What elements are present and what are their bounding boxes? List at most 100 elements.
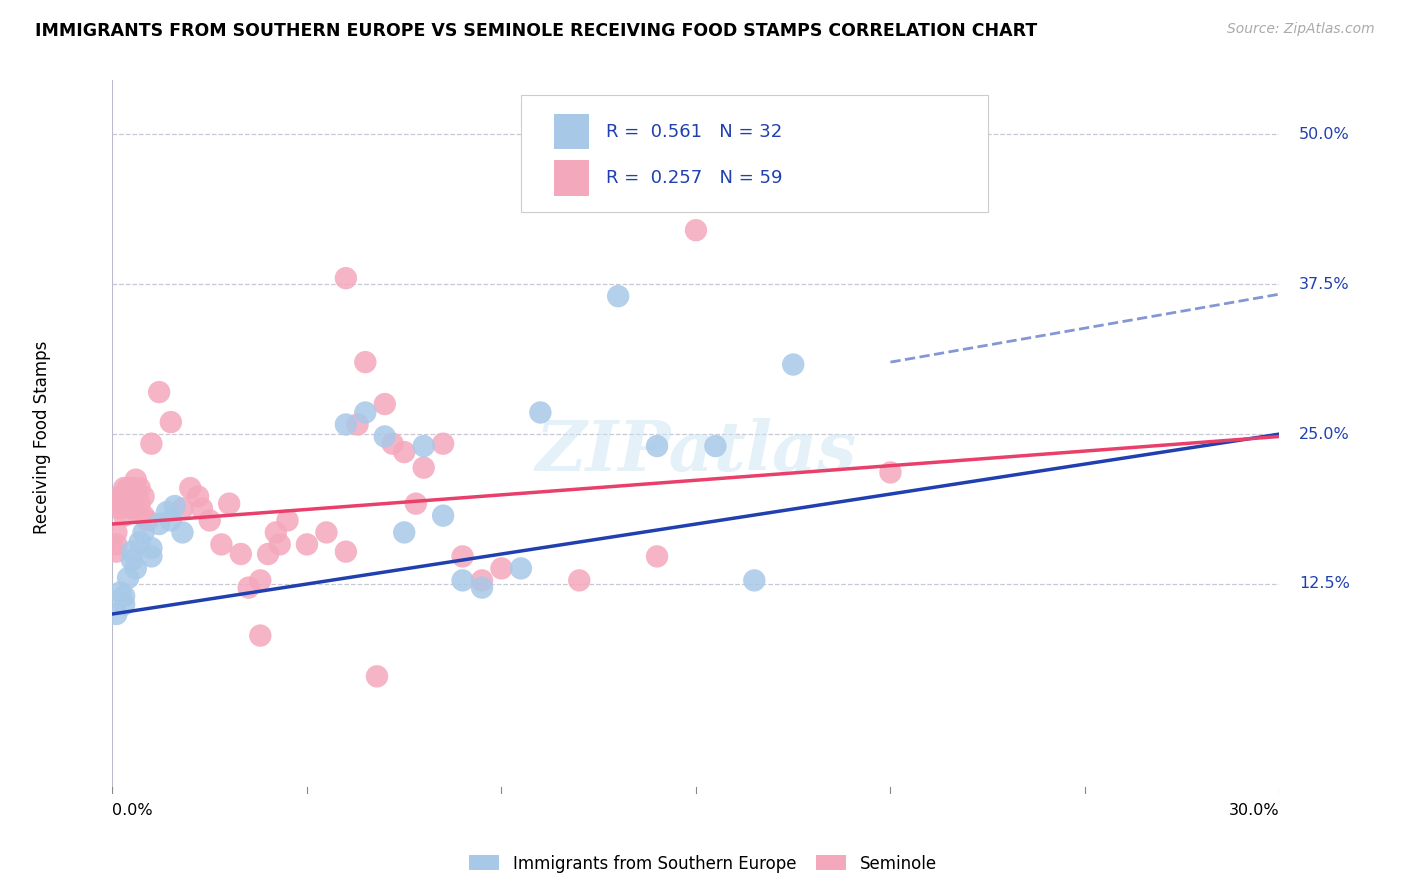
Point: [117, 481, 139, 495]
Point: [529, 405, 551, 419]
Point: [451, 549, 474, 564]
Point: [125, 561, 148, 575]
Point: [607, 289, 630, 303]
Point: [198, 513, 221, 527]
Point: [141, 541, 163, 555]
Point: [645, 439, 668, 453]
Point: [257, 547, 280, 561]
Point: [141, 436, 163, 450]
Point: [568, 574, 591, 588]
Point: [432, 436, 454, 450]
Text: 50.0%: 50.0%: [1299, 127, 1350, 142]
Point: [412, 460, 434, 475]
Point: [392, 445, 416, 459]
Point: [782, 358, 804, 372]
Point: [121, 553, 143, 567]
Point: [432, 508, 454, 523]
Point: [229, 547, 252, 561]
Text: 12.5%: 12.5%: [1299, 576, 1350, 591]
Point: [110, 490, 132, 504]
Point: [381, 436, 404, 450]
Point: [128, 481, 150, 495]
Text: 37.5%: 37.5%: [1299, 277, 1350, 292]
Text: 0.0%: 0.0%: [112, 804, 153, 819]
Point: [209, 537, 232, 551]
Point: [121, 544, 143, 558]
Point: [335, 544, 357, 558]
Text: R =  0.561   N = 32: R = 0.561 N = 32: [606, 123, 782, 141]
Point: [276, 513, 298, 527]
Point: [160, 513, 183, 527]
Point: [112, 589, 135, 603]
Point: [110, 501, 132, 516]
Point: [354, 405, 377, 419]
Point: [132, 525, 155, 540]
Point: [249, 629, 271, 643]
Point: [645, 549, 668, 564]
Point: [374, 397, 396, 411]
Point: [105, 544, 128, 558]
Point: [218, 497, 240, 511]
Point: [112, 490, 135, 504]
Point: [509, 561, 531, 575]
Text: R =  0.257   N = 59: R = 0.257 N = 59: [606, 169, 783, 187]
Point: [249, 574, 271, 588]
Point: [128, 535, 150, 549]
FancyBboxPatch shape: [554, 161, 589, 196]
Point: [110, 585, 132, 599]
Point: [112, 598, 135, 612]
Point: [112, 508, 135, 523]
Point: [117, 571, 139, 585]
Point: [191, 501, 214, 516]
Point: [112, 481, 135, 495]
Point: [110, 497, 132, 511]
Point: [366, 669, 388, 683]
Point: [172, 525, 194, 540]
Point: [148, 385, 170, 400]
Point: [742, 574, 765, 588]
Text: 30.0%: 30.0%: [1229, 804, 1279, 819]
Point: [132, 490, 155, 504]
Point: [295, 537, 318, 551]
Point: [346, 417, 368, 432]
Point: [156, 505, 179, 519]
Point: [412, 439, 434, 453]
Point: [172, 501, 194, 516]
Point: [128, 497, 150, 511]
Text: Receiving Food Stamps: Receiving Food Stamps: [34, 341, 52, 533]
Point: [117, 497, 139, 511]
Point: [335, 417, 357, 432]
FancyBboxPatch shape: [554, 114, 589, 150]
Point: [125, 484, 148, 499]
Point: [238, 581, 260, 595]
Point: [121, 484, 143, 499]
Legend: Immigrants from Southern Europe, Seminole: Immigrants from Southern Europe, Seminol…: [463, 848, 943, 880]
Point: [141, 549, 163, 564]
Point: [121, 481, 143, 495]
Point: [105, 537, 128, 551]
Point: [179, 481, 201, 495]
Text: IMMIGRANTS FROM SOUTHERN EUROPE VS SEMINOLE RECEIVING FOOD STAMPS CORRELATION CH: IMMIGRANTS FROM SOUTHERN EUROPE VS SEMIN…: [35, 22, 1038, 40]
Point: [148, 516, 170, 531]
Point: [269, 537, 291, 551]
Point: [471, 581, 494, 595]
Text: ZIPatlas: ZIPatlas: [536, 417, 856, 485]
Point: [105, 525, 128, 540]
Point: [685, 223, 707, 237]
Point: [136, 513, 159, 527]
Text: 25.0%: 25.0%: [1299, 426, 1350, 442]
FancyBboxPatch shape: [520, 95, 987, 212]
Point: [451, 574, 474, 588]
Point: [471, 574, 494, 588]
Point: [105, 607, 128, 621]
Point: [132, 508, 155, 523]
Text: Source: ZipAtlas.com: Source: ZipAtlas.com: [1227, 22, 1375, 37]
Point: [335, 271, 357, 285]
Point: [163, 499, 186, 513]
Point: [392, 525, 416, 540]
Point: [879, 466, 901, 480]
Point: [354, 355, 377, 369]
Point: [704, 439, 727, 453]
Point: [264, 525, 287, 540]
Point: [160, 415, 183, 429]
